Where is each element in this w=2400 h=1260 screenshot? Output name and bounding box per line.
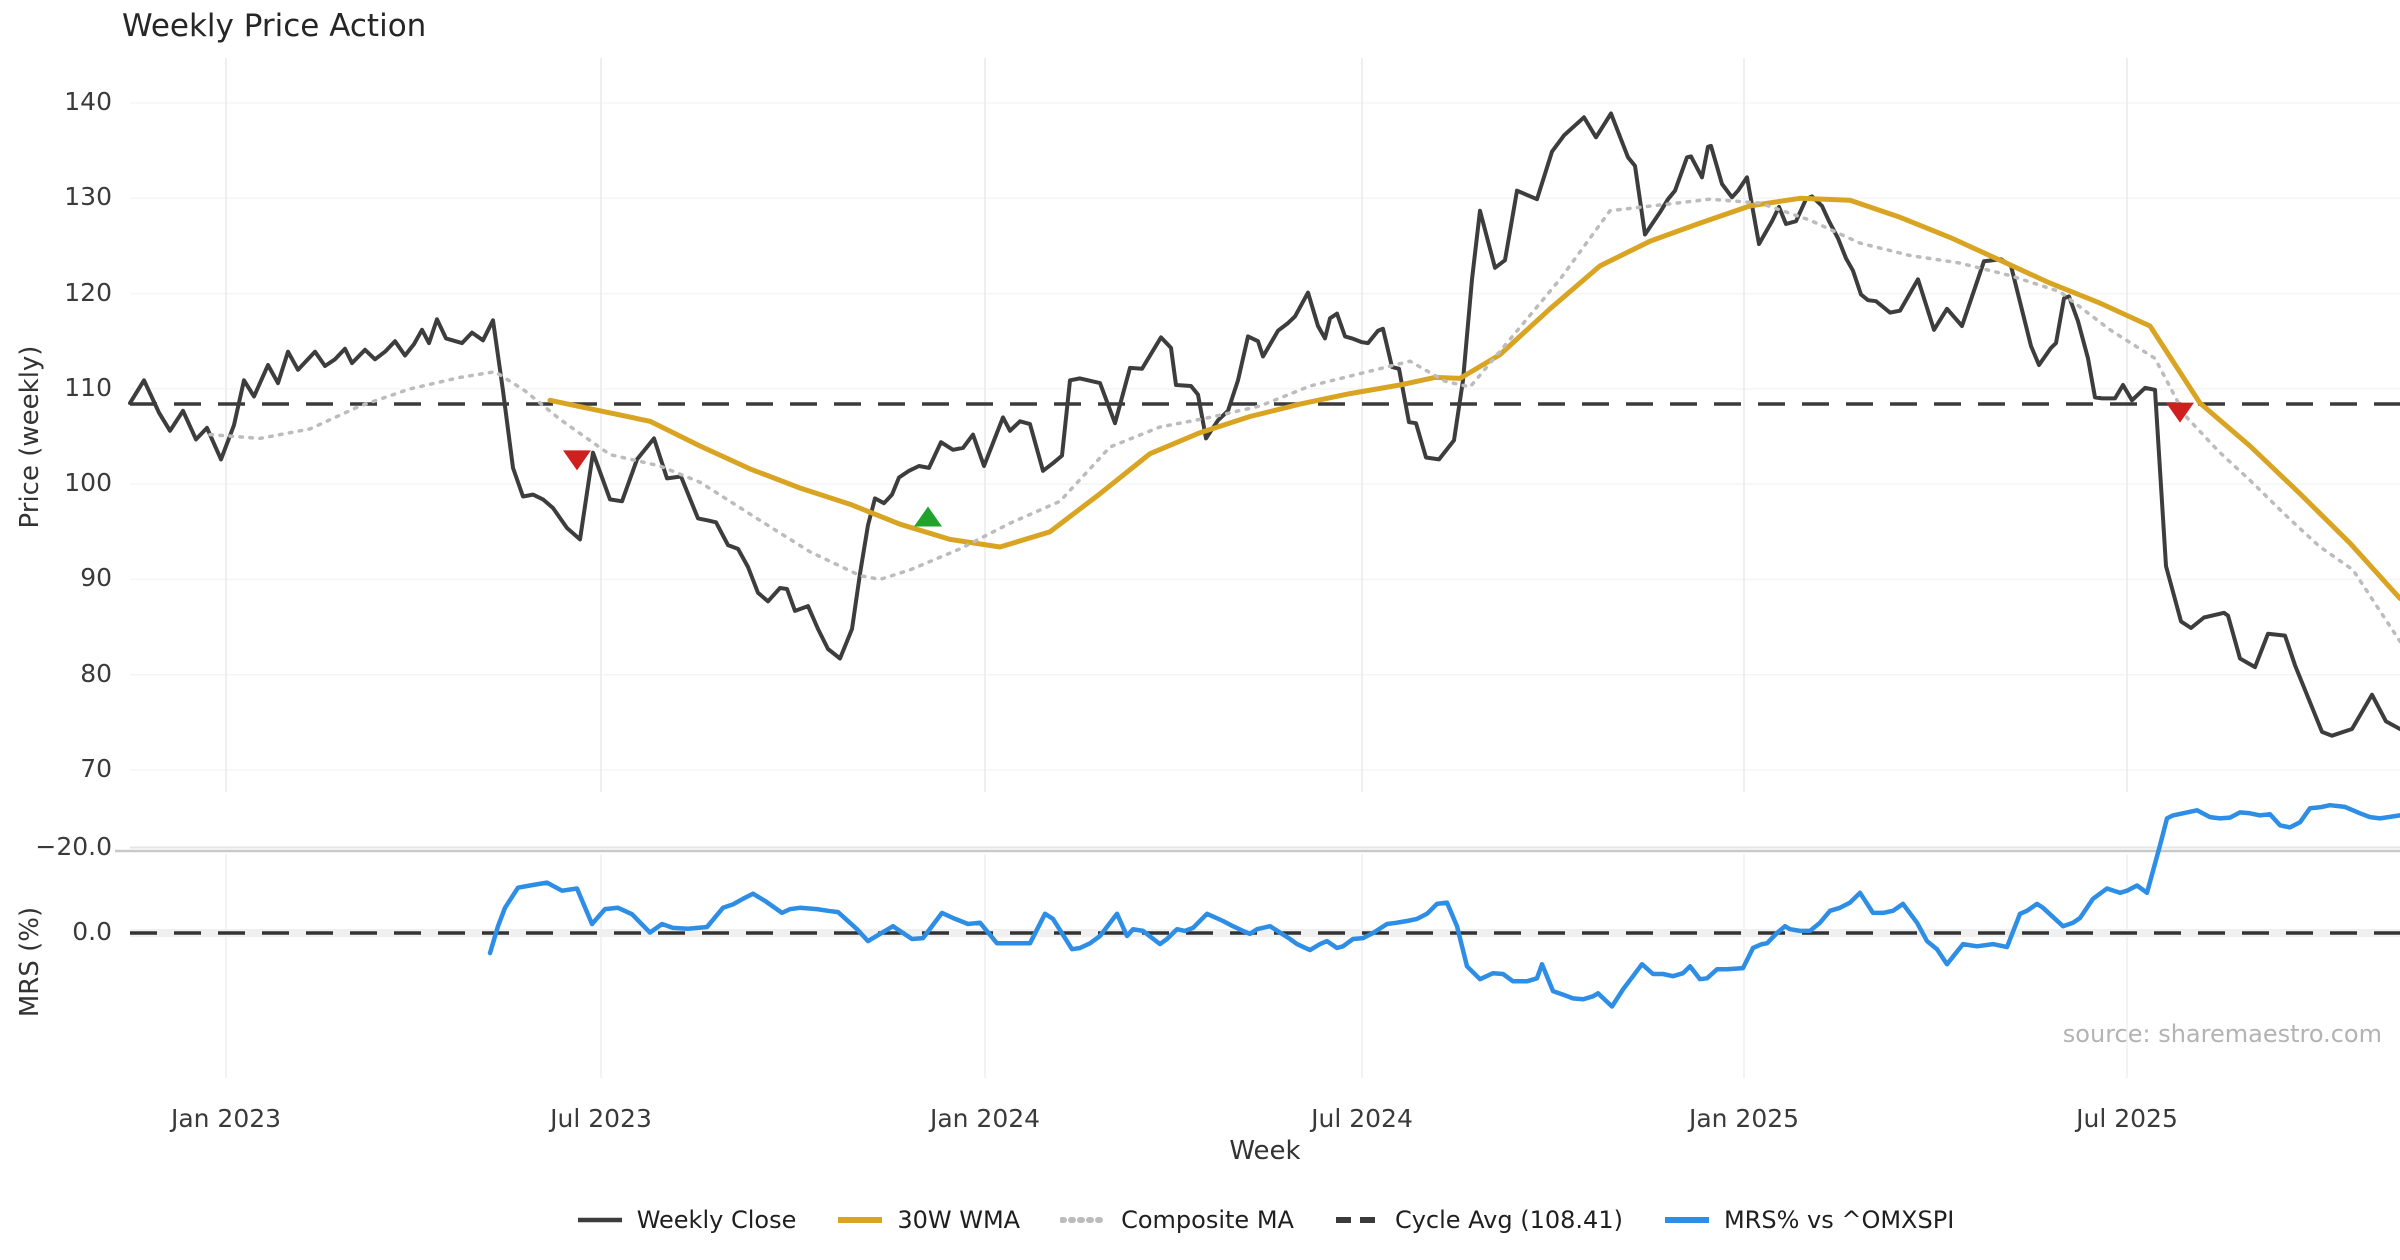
price-y-tick-label: 100 [64,468,112,498]
mrs-y-tick-label: 0.0 [72,917,112,946]
buy-marker-icon [914,506,942,527]
price-y-tick-label: 110 [64,372,112,402]
x-tick-label: Jul 2023 [550,1104,652,1133]
x-axis-label: Week [1229,1136,1301,1166]
legend-swatch-icon [838,1217,883,1223]
wma-line [547,195,2400,601]
chart-legend: Weekly Close 30W WMA Composite MA Cycle Avg… [130,1206,2400,1234]
legend-item: 30W WMA [836,1206,1020,1234]
x-tick-label: Jul 2024 [1311,1104,1413,1133]
x-tick-label: Jul 2025 [2076,1104,2178,1133]
price-y-tick-label: 90 [80,563,112,593]
price-y-tick-label: 120 [64,277,112,307]
source-watermark: source: sharemaestro.com [2062,1020,2382,1048]
legend-item: Weekly Close [576,1206,797,1234]
legend-item: MRS% vs ^OMXSPI [1663,1206,1954,1234]
legend-swatch-icon [1060,1217,1109,1223]
legend-label: Cycle Avg (108.41) [1394,1206,1623,1234]
legend-item: Composite MA [1060,1206,1294,1234]
legend-label: Weekly Close [636,1206,797,1234]
weekly-close-line [128,111,2400,738]
price-y-tick-label: 140 [64,87,112,116]
price-y-tick-label: 70 [80,754,112,783]
mrs-line [487,802,2400,1009]
sell-marker-icon [563,450,591,471]
legend-label: Composite MA [1121,1206,1294,1234]
sell-marker-icon [2166,402,2194,423]
mrs-y-tick-label: −20.0 [35,831,112,861]
legend-label: MRS% vs ^OMXSPI [1723,1206,1955,1234]
x-axis-label-wrap: Week [130,1136,2400,1166]
x-tick-label: Jan 2023 [170,1104,282,1133]
legend-item: Cycle Avg (108.41) [1334,1206,1623,1234]
legend-label: 30W WMA [897,1206,1021,1234]
price-y-tick-label: 80 [80,658,112,688]
legend-swatch-icon [577,1217,622,1223]
legend-swatch-icon [1664,1217,1709,1223]
x-tick-label: Jan 2024 [929,1104,1041,1133]
composite-ma-line [208,197,2400,644]
chart-title: Weekly Price Action [122,8,427,44]
x-tick-label: Jan 2025 [1688,1104,1800,1133]
legend-swatch-icon [1335,1217,1380,1223]
price-y-tick-label: 130 [64,182,112,212]
